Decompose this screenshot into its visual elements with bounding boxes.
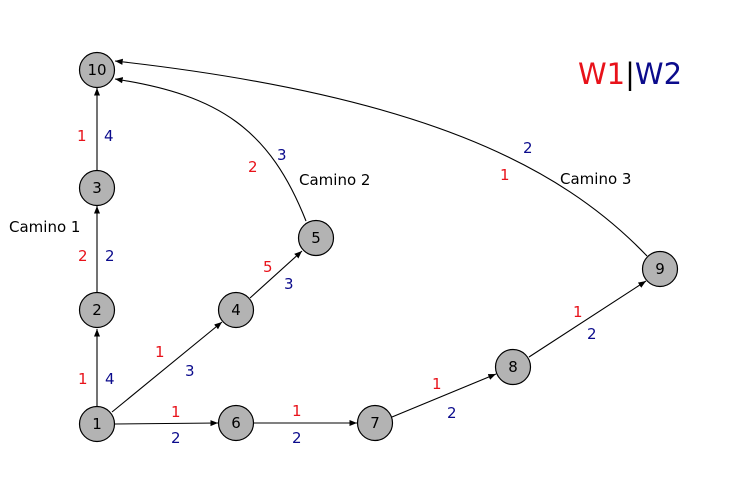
- node-4: 4: [217, 291, 255, 329]
- node-7: 7: [356, 404, 394, 442]
- edge-weights: 1 4 2 2 1 4 1 3 5 3 2 3 1 2 1 2 1 2 1 2 …: [77, 127, 597, 447]
- edge-4-5: [249, 250, 303, 299]
- path-labels: Camino 1 Camino 2 Camino 3: [9, 170, 631, 236]
- node-5: 5: [297, 219, 335, 257]
- node-label: 7: [370, 414, 380, 432]
- path-label-camino-2: Camino 2: [299, 171, 370, 189]
- weight-w1-1-6: 1: [171, 403, 181, 421]
- weight-w2-5-10: 3: [277, 146, 287, 164]
- path-label-camino-1: Camino 1: [9, 218, 80, 236]
- weight-w1-6-7: 1: [292, 402, 302, 420]
- node-10: 10: [78, 51, 116, 89]
- weight-w1-1-4: 1: [155, 343, 165, 361]
- nodes: 1 2 3 10 4 5 6 7: [78, 51, 679, 443]
- node-label: 6: [231, 414, 241, 432]
- node-label: 8: [508, 358, 518, 376]
- weight-w1-7-8: 1: [432, 375, 442, 393]
- node-label: 10: [87, 61, 106, 79]
- node-6: 6: [217, 404, 255, 442]
- edge-8-9: [528, 280, 647, 358]
- weight-w1-3-10: 1: [77, 127, 87, 145]
- node-label: 1: [92, 415, 102, 433]
- weight-w2-6-7: 2: [292, 429, 302, 447]
- weight-w1-5-10: 2: [248, 158, 258, 176]
- edge-7-8: [391, 373, 497, 418]
- weight-w2-4-5: 3: [284, 275, 294, 293]
- legend-w2: W2: [635, 57, 682, 91]
- weight-w2-8-9: 2: [587, 325, 597, 343]
- weight-w2-9-10: 2: [523, 139, 533, 157]
- node-9: 9: [641, 250, 679, 288]
- node-3: 3: [78, 169, 116, 207]
- weight-w1-8-9: 1: [573, 303, 583, 321]
- weight-w2-3-10: 4: [104, 127, 114, 145]
- weight-w1-4-5: 5: [263, 258, 273, 276]
- node-8: 8: [494, 348, 532, 386]
- edge-9-10: [114, 58, 648, 257]
- weight-w1-1-2: 1: [78, 370, 88, 388]
- edges: [93, 58, 648, 427]
- node-label: 2: [92, 301, 102, 319]
- node-label: 4: [231, 301, 241, 319]
- node-2: 2: [78, 291, 116, 329]
- node-label: 9: [655, 260, 665, 278]
- legend-separator: |: [625, 57, 635, 91]
- node-label: 5: [311, 229, 321, 247]
- edge-1-4: [111, 321, 223, 413]
- node-label: 3: [92, 179, 102, 197]
- node-1: 1: [78, 405, 116, 443]
- path-label-camino-3: Camino 3: [560, 170, 631, 188]
- weight-w2-1-6: 2: [171, 429, 181, 447]
- edge-1-6: [114, 419, 219, 427]
- weight-w2-2-3: 2: [105, 247, 115, 265]
- weight-w2-1-4: 3: [185, 362, 195, 380]
- weight-w1-2-3: 2: [78, 247, 88, 265]
- legend-w1: W1: [578, 57, 625, 91]
- weight-w2-1-2: 4: [105, 370, 115, 388]
- weight-w1-9-10: 1: [500, 166, 510, 184]
- edge-5-10: [114, 77, 307, 222]
- weight-w2-7-8: 2: [447, 404, 457, 422]
- legend: W1|W2: [578, 57, 682, 91]
